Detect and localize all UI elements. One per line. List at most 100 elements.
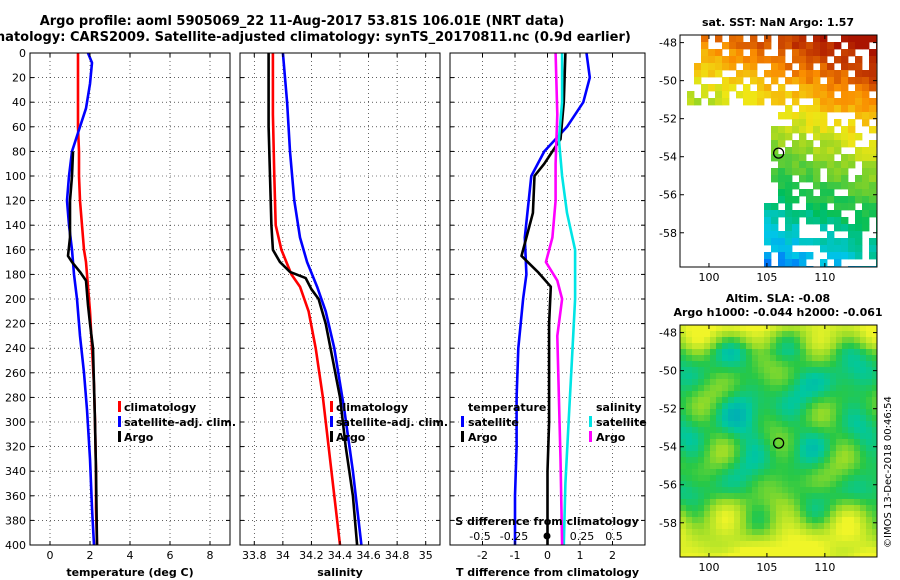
sla-cell [686, 475, 693, 482]
sst-cell [757, 49, 765, 57]
sla-cell [680, 445, 687, 452]
sla-cell [722, 373, 729, 380]
sla-cell [692, 439, 699, 446]
sla-cell [830, 445, 837, 452]
sst-cell [848, 119, 856, 127]
sla-cell [710, 553, 717, 557]
sla-cell [836, 505, 843, 512]
sst-cell [806, 189, 814, 197]
sla-cell [788, 493, 795, 500]
sla-cell [860, 397, 867, 404]
sla-cell [872, 427, 877, 434]
sst-cell [841, 161, 849, 169]
sla-cell [836, 373, 843, 380]
sst-cell [792, 168, 800, 176]
sst-cell [869, 161, 877, 169]
sla-cell [812, 547, 819, 554]
sla-cell [680, 427, 687, 434]
sla-cell [776, 553, 783, 557]
sla-cell [836, 355, 843, 362]
sla-cell [686, 349, 693, 356]
sla-cell [710, 469, 717, 476]
sst-cell [722, 63, 730, 71]
sla-cell [710, 409, 717, 416]
sst-cell [855, 98, 863, 106]
sla-cell [704, 541, 711, 548]
sla-cell [710, 325, 717, 332]
sla-cell [722, 493, 729, 500]
sla-cell [734, 547, 741, 554]
sla-cell [716, 331, 723, 338]
sst-cell [729, 42, 737, 50]
sla-cell [758, 415, 765, 422]
sst-cell [764, 217, 772, 225]
sst-cell [855, 252, 863, 260]
sla-cell [758, 421, 765, 428]
sla-cell [740, 343, 747, 350]
sla-cell [782, 337, 789, 344]
sla-cell [782, 397, 789, 404]
sla-cell [836, 529, 843, 536]
sla-cell [752, 517, 759, 524]
sst-cell [862, 196, 870, 204]
sla-cell [770, 457, 777, 464]
sst-cell [701, 84, 709, 92]
sst-cell [834, 224, 842, 232]
sla-cell [728, 457, 735, 464]
sst-cell [855, 217, 863, 225]
sla-cell [752, 355, 759, 362]
sla-cell [728, 439, 735, 446]
sla-cell [752, 349, 759, 356]
sst-cell [820, 259, 828, 267]
sla-cell [794, 367, 801, 374]
sla-cell [770, 547, 777, 554]
sst-cell [834, 168, 842, 176]
sla-cell [848, 373, 855, 380]
sla-cell [836, 391, 843, 398]
sla-cell [728, 379, 735, 386]
sla-cell [854, 397, 861, 404]
sla-cell [710, 457, 717, 464]
sla-cell [860, 373, 867, 380]
sst-cell [862, 210, 870, 218]
sla-cell [860, 361, 867, 368]
sla-cell [716, 337, 723, 344]
sst-cell [764, 91, 772, 99]
sla-cell [836, 463, 843, 470]
sla-cell [776, 481, 783, 488]
legend-satellite: satellite-adj. clim. [124, 416, 236, 429]
sla-cell [788, 397, 795, 404]
sla-cell [788, 337, 795, 344]
sla-cell [872, 529, 877, 536]
sla-cell [776, 331, 783, 338]
sla-cell [752, 385, 759, 392]
sla-cell [698, 349, 705, 356]
sla-cell [818, 445, 825, 452]
sla-cell [764, 481, 771, 488]
sla-cell [842, 415, 849, 422]
sla-cell [758, 529, 765, 536]
sla-cell [800, 541, 807, 548]
sla-cell [788, 499, 795, 506]
sla-cell [872, 475, 877, 482]
sst-cell [750, 63, 758, 71]
sla-cell [680, 535, 687, 542]
sla-cell [752, 403, 759, 410]
sst-cell [813, 238, 821, 246]
sla-cell [866, 505, 873, 512]
sla-cell [866, 367, 873, 374]
sla-cell [806, 523, 813, 530]
sla-cell [866, 499, 873, 506]
sla-cell [854, 517, 861, 524]
sla-cell [788, 487, 795, 494]
sla-cell [800, 349, 807, 356]
sst-cell [806, 105, 814, 113]
sla-cell [824, 523, 831, 530]
sla-cell [698, 469, 705, 476]
sla-cell [854, 379, 861, 386]
sla-cell [776, 373, 783, 380]
sla-cell [740, 481, 747, 488]
sla-cell [680, 517, 687, 524]
sst-cell [806, 42, 814, 50]
sst-cell [869, 252, 877, 260]
